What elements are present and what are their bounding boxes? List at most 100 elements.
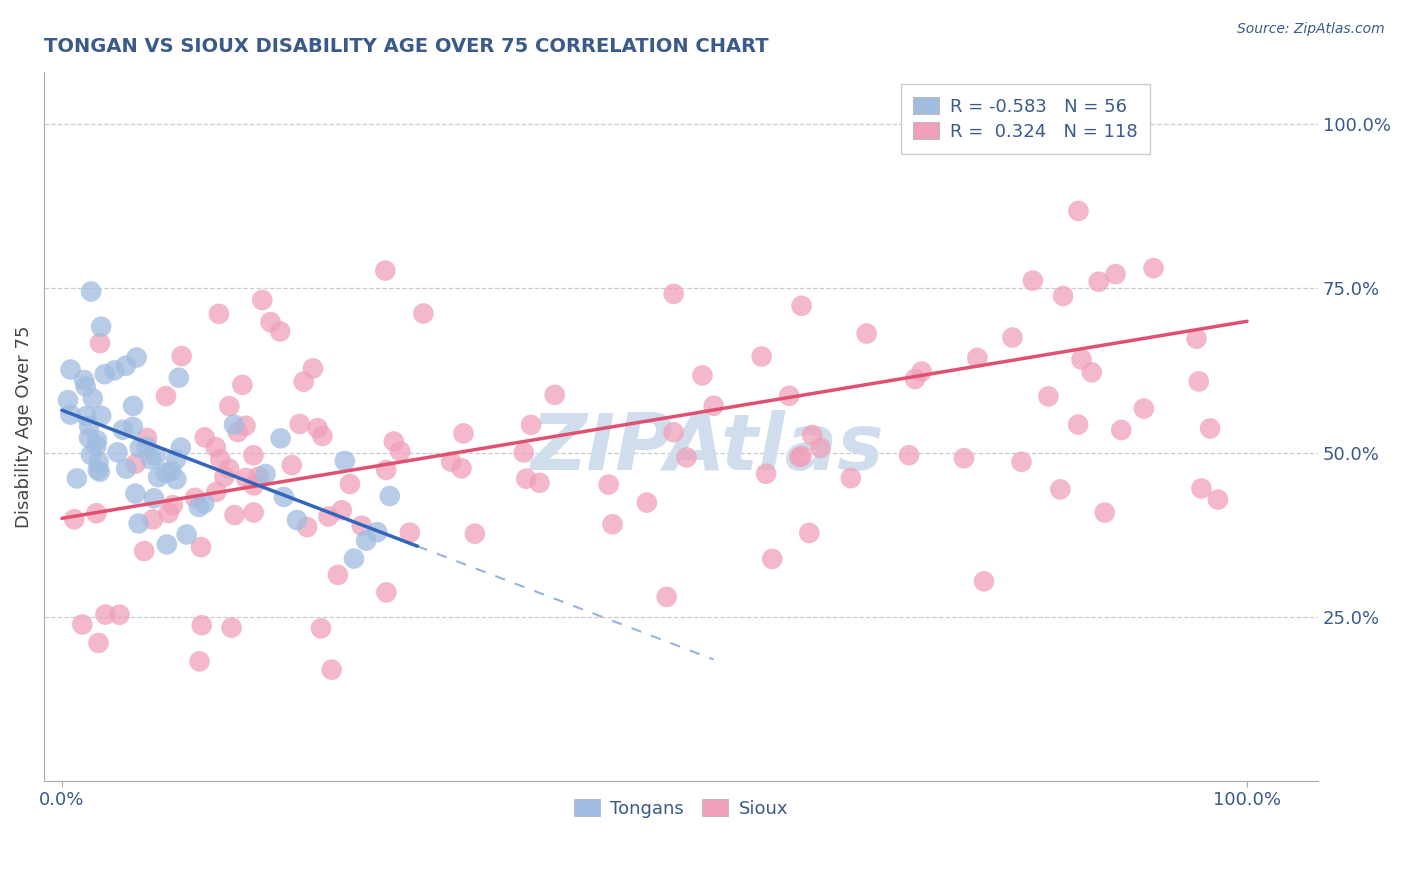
Point — [692, 368, 714, 383]
Point — [339, 477, 361, 491]
Point — [252, 293, 274, 307]
Point — [450, 461, 472, 475]
Point — [170, 441, 193, 455]
Point — [209, 452, 232, 467]
Point — [125, 457, 148, 471]
Point — [311, 429, 333, 443]
Point — [655, 590, 678, 604]
Point — [75, 409, 97, 423]
Point — [231, 377, 253, 392]
Point — [184, 491, 207, 505]
Point — [214, 470, 236, 484]
Point — [1049, 483, 1071, 497]
Point — [86, 433, 108, 447]
Point — [378, 489, 401, 503]
Point — [953, 451, 976, 466]
Point — [520, 417, 543, 432]
Point — [1133, 401, 1156, 416]
Point — [911, 365, 934, 379]
Point — [75, 379, 97, 393]
Point — [155, 389, 177, 403]
Point — [204, 440, 226, 454]
Point — [321, 663, 343, 677]
Point — [107, 445, 129, 459]
Point — [326, 567, 349, 582]
Point — [134, 544, 156, 558]
Point — [167, 370, 190, 384]
Point — [77, 418, 100, 433]
Point — [703, 399, 725, 413]
Point — [292, 375, 315, 389]
Point — [440, 454, 463, 468]
Point — [87, 455, 110, 469]
Point — [205, 484, 228, 499]
Point — [354, 533, 377, 548]
Point — [125, 351, 148, 365]
Point — [350, 518, 373, 533]
Point — [80, 285, 103, 299]
Point — [302, 361, 325, 376]
Point — [145, 449, 167, 463]
Point — [318, 509, 340, 524]
Point — [86, 506, 108, 520]
Point — [222, 417, 245, 432]
Point — [93, 368, 115, 382]
Point — [218, 399, 240, 413]
Point — [273, 490, 295, 504]
Point — [87, 636, 110, 650]
Point — [778, 389, 800, 403]
Point — [128, 516, 150, 531]
Point — [270, 431, 292, 445]
Point — [72, 617, 94, 632]
Point — [529, 475, 551, 490]
Point — [146, 470, 169, 484]
Point — [602, 517, 624, 532]
Point — [1199, 421, 1222, 435]
Point — [187, 500, 209, 514]
Point — [87, 463, 110, 477]
Point — [412, 306, 434, 320]
Point — [288, 417, 311, 431]
Point — [855, 326, 877, 341]
Point — [761, 552, 783, 566]
Point — [115, 359, 138, 373]
Point — [295, 520, 318, 534]
Point — [226, 425, 249, 439]
Point — [247, 469, 270, 483]
Point — [789, 450, 811, 464]
Point — [193, 496, 215, 510]
Point — [399, 525, 422, 540]
Point — [73, 373, 96, 387]
Point — [90, 409, 112, 423]
Point — [208, 307, 231, 321]
Point — [374, 263, 396, 277]
Point — [188, 654, 211, 668]
Point — [194, 430, 217, 444]
Point — [330, 503, 353, 517]
Point — [799, 525, 821, 540]
Point — [86, 439, 108, 453]
Point — [221, 621, 243, 635]
Point — [333, 454, 356, 468]
Point — [636, 495, 658, 509]
Point — [254, 467, 277, 481]
Point — [973, 574, 995, 589]
Point — [135, 440, 157, 454]
Point — [1185, 332, 1208, 346]
Point — [515, 472, 537, 486]
Point — [1052, 289, 1074, 303]
Point — [1142, 261, 1164, 276]
Point — [1191, 482, 1213, 496]
Point — [309, 621, 332, 635]
Point — [122, 399, 145, 413]
Point — [139, 452, 162, 467]
Point — [1038, 389, 1060, 403]
Point — [243, 478, 266, 492]
Point — [1011, 455, 1033, 469]
Point — [801, 428, 824, 442]
Point — [77, 431, 100, 445]
Point — [662, 286, 685, 301]
Point — [1188, 375, 1211, 389]
Point — [108, 607, 131, 622]
Point — [966, 351, 988, 365]
